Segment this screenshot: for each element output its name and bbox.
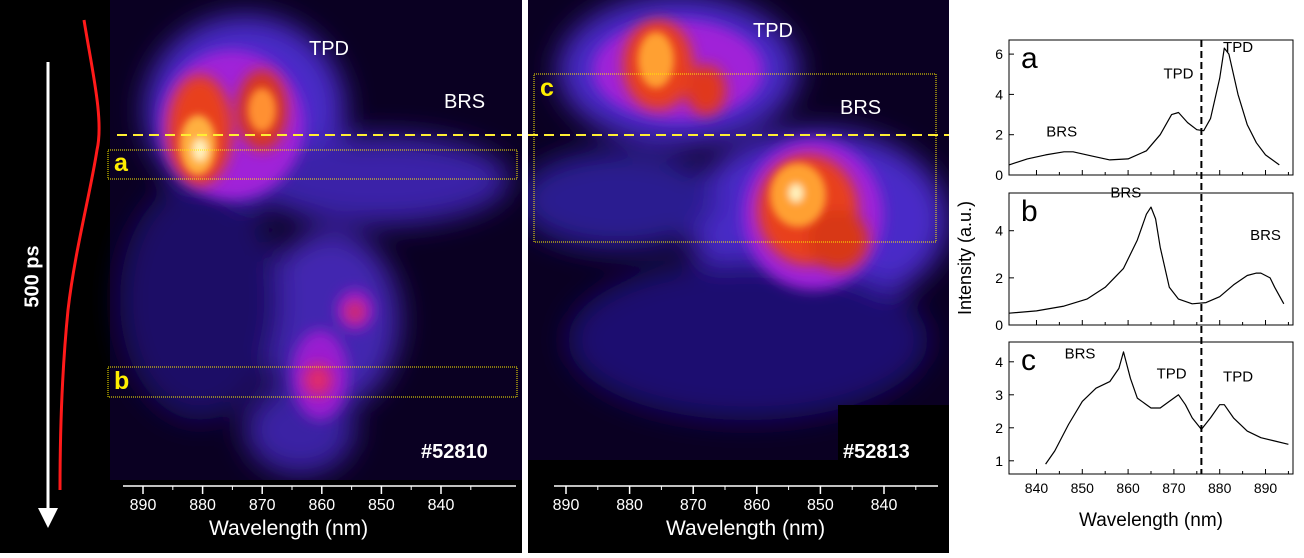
x-tick-label: 840 [870,497,898,514]
streak-52810-svg [0,0,522,553]
plot-frame [1008,39,1294,176]
x-tick-label: 890 [129,497,157,514]
x-tick-label: 870 [679,497,707,514]
x-axis-label: Wavelength (nm) [209,517,369,540]
y-tick-label: 0 [995,167,1003,183]
y-axis-title: Intensity (a.u.) [955,201,975,315]
peak-annotation: BRS [1046,124,1077,141]
x-tick-label: 880 [189,497,216,514]
box-a-label: a [114,149,128,177]
lineout-box-c [533,73,937,243]
peak-annotation: BRS [1065,346,1096,363]
tpd-label: TPD [753,20,793,42]
x-tick-label: 840 [427,497,455,514]
spectra-svg: 0 2 4 6 a BRS TPD TPD 0 2 4 b BRS BRS 1 2 3 4 c BRS TPD TPD 84… [955,39,1294,531]
spectrum-panel-b: 0 2 4 b BRS BRS [995,185,1294,333]
x-tick-label: 890 [1254,480,1278,496]
laser-pulse-profile [58,19,101,491]
x-tick-label: 860 [743,497,771,514]
plot-frame [1008,192,1294,326]
y-tick-label: 3 [995,387,1003,403]
panel-letter: c [1021,344,1036,377]
y-tick-label: 2 [995,270,1003,286]
peak-annotation: BRS [1250,227,1281,244]
y-tick-label: 1 [995,453,1003,469]
shot-number: #52810 [421,441,488,463]
time-scale-label: 500 ps [21,245,44,308]
image-cutout [838,405,949,460]
shot-number: #52813 [843,441,910,463]
peak-annotation: TPD [1223,369,1253,386]
axis-area [528,460,949,553]
y-tick-label: 0 [995,317,1003,333]
x-tick-label: 870 [1162,480,1186,496]
x-tick-label: 890 [552,497,580,514]
spectrum-panel-c: 1 2 3 4 c BRS TPD TPD [995,341,1294,475]
spectrum-line-b [1008,206,1285,314]
y-tick-label: 6 [995,46,1003,62]
lineout-box-b [107,366,518,398]
x-axis-ticks [142,486,472,494]
spectra-chart: 0 2 4 6 a BRS TPD TPD 0 2 4 b BRS BRS 1 2 3 4 c BRS TPD TPD 84… [950,0,1304,553]
streak-image-52810: 500 ps TPD BRS a b #52810 890 880 870 860 85… [0,0,522,553]
y-tick-label: 4 [995,354,1003,370]
peak-annotation: TPD [1157,365,1187,382]
box-c-label: c [540,74,554,102]
axis-area [110,480,522,553]
streak-core-glow [180,88,276,175]
x-axis-title: Wavelength (nm) [1079,510,1223,531]
x-axis-ticks [565,486,917,494]
tpd-label: TPD [309,38,349,60]
x-tick-label: 850 [1071,480,1095,496]
x-tick-label: 860 [308,497,336,514]
streak-image-52813: TPD BRS c #52813 890 880 870 860 850 840 Wave… [528,0,949,553]
x-tick-label: 850 [368,497,395,514]
peak-annotation: TPD [1223,39,1253,56]
y-tick-label: 4 [995,86,1003,102]
spectrum-panel-a: 0 2 4 6 a BRS TPD TPD [995,39,1294,183]
x-tick-label: 880 [1208,480,1232,496]
x-tick-label: 860 [1116,480,1140,496]
lineout-box-a [107,149,518,180]
spectrum-line-a [1008,47,1280,166]
brs-label: BRS [840,97,882,119]
peak-annotation: TPD [1163,65,1193,82]
panel-letter: a [1021,42,1038,75]
x-tick-label: 870 [248,497,276,514]
brs-label: BRS [444,91,486,113]
x-tick-label: 850 [807,497,834,514]
x-axis-label: Wavelength (nm) [666,517,826,540]
x-tick-label: 880 [616,497,643,514]
peak-annotation: BRS [1110,185,1141,202]
y-tick-label: 2 [995,127,1003,143]
y-tick-label: 4 [995,223,1003,239]
spectrum-line-c [1045,351,1289,465]
panel-letter: b [1021,195,1038,228]
box-b-label: b [114,367,130,395]
streak-52813-svg [528,0,949,553]
x-tick-label: 840 [1025,480,1049,496]
time-arrow-head [38,508,58,528]
time-axis-strip [0,0,110,553]
y-tick-label: 2 [995,420,1003,436]
